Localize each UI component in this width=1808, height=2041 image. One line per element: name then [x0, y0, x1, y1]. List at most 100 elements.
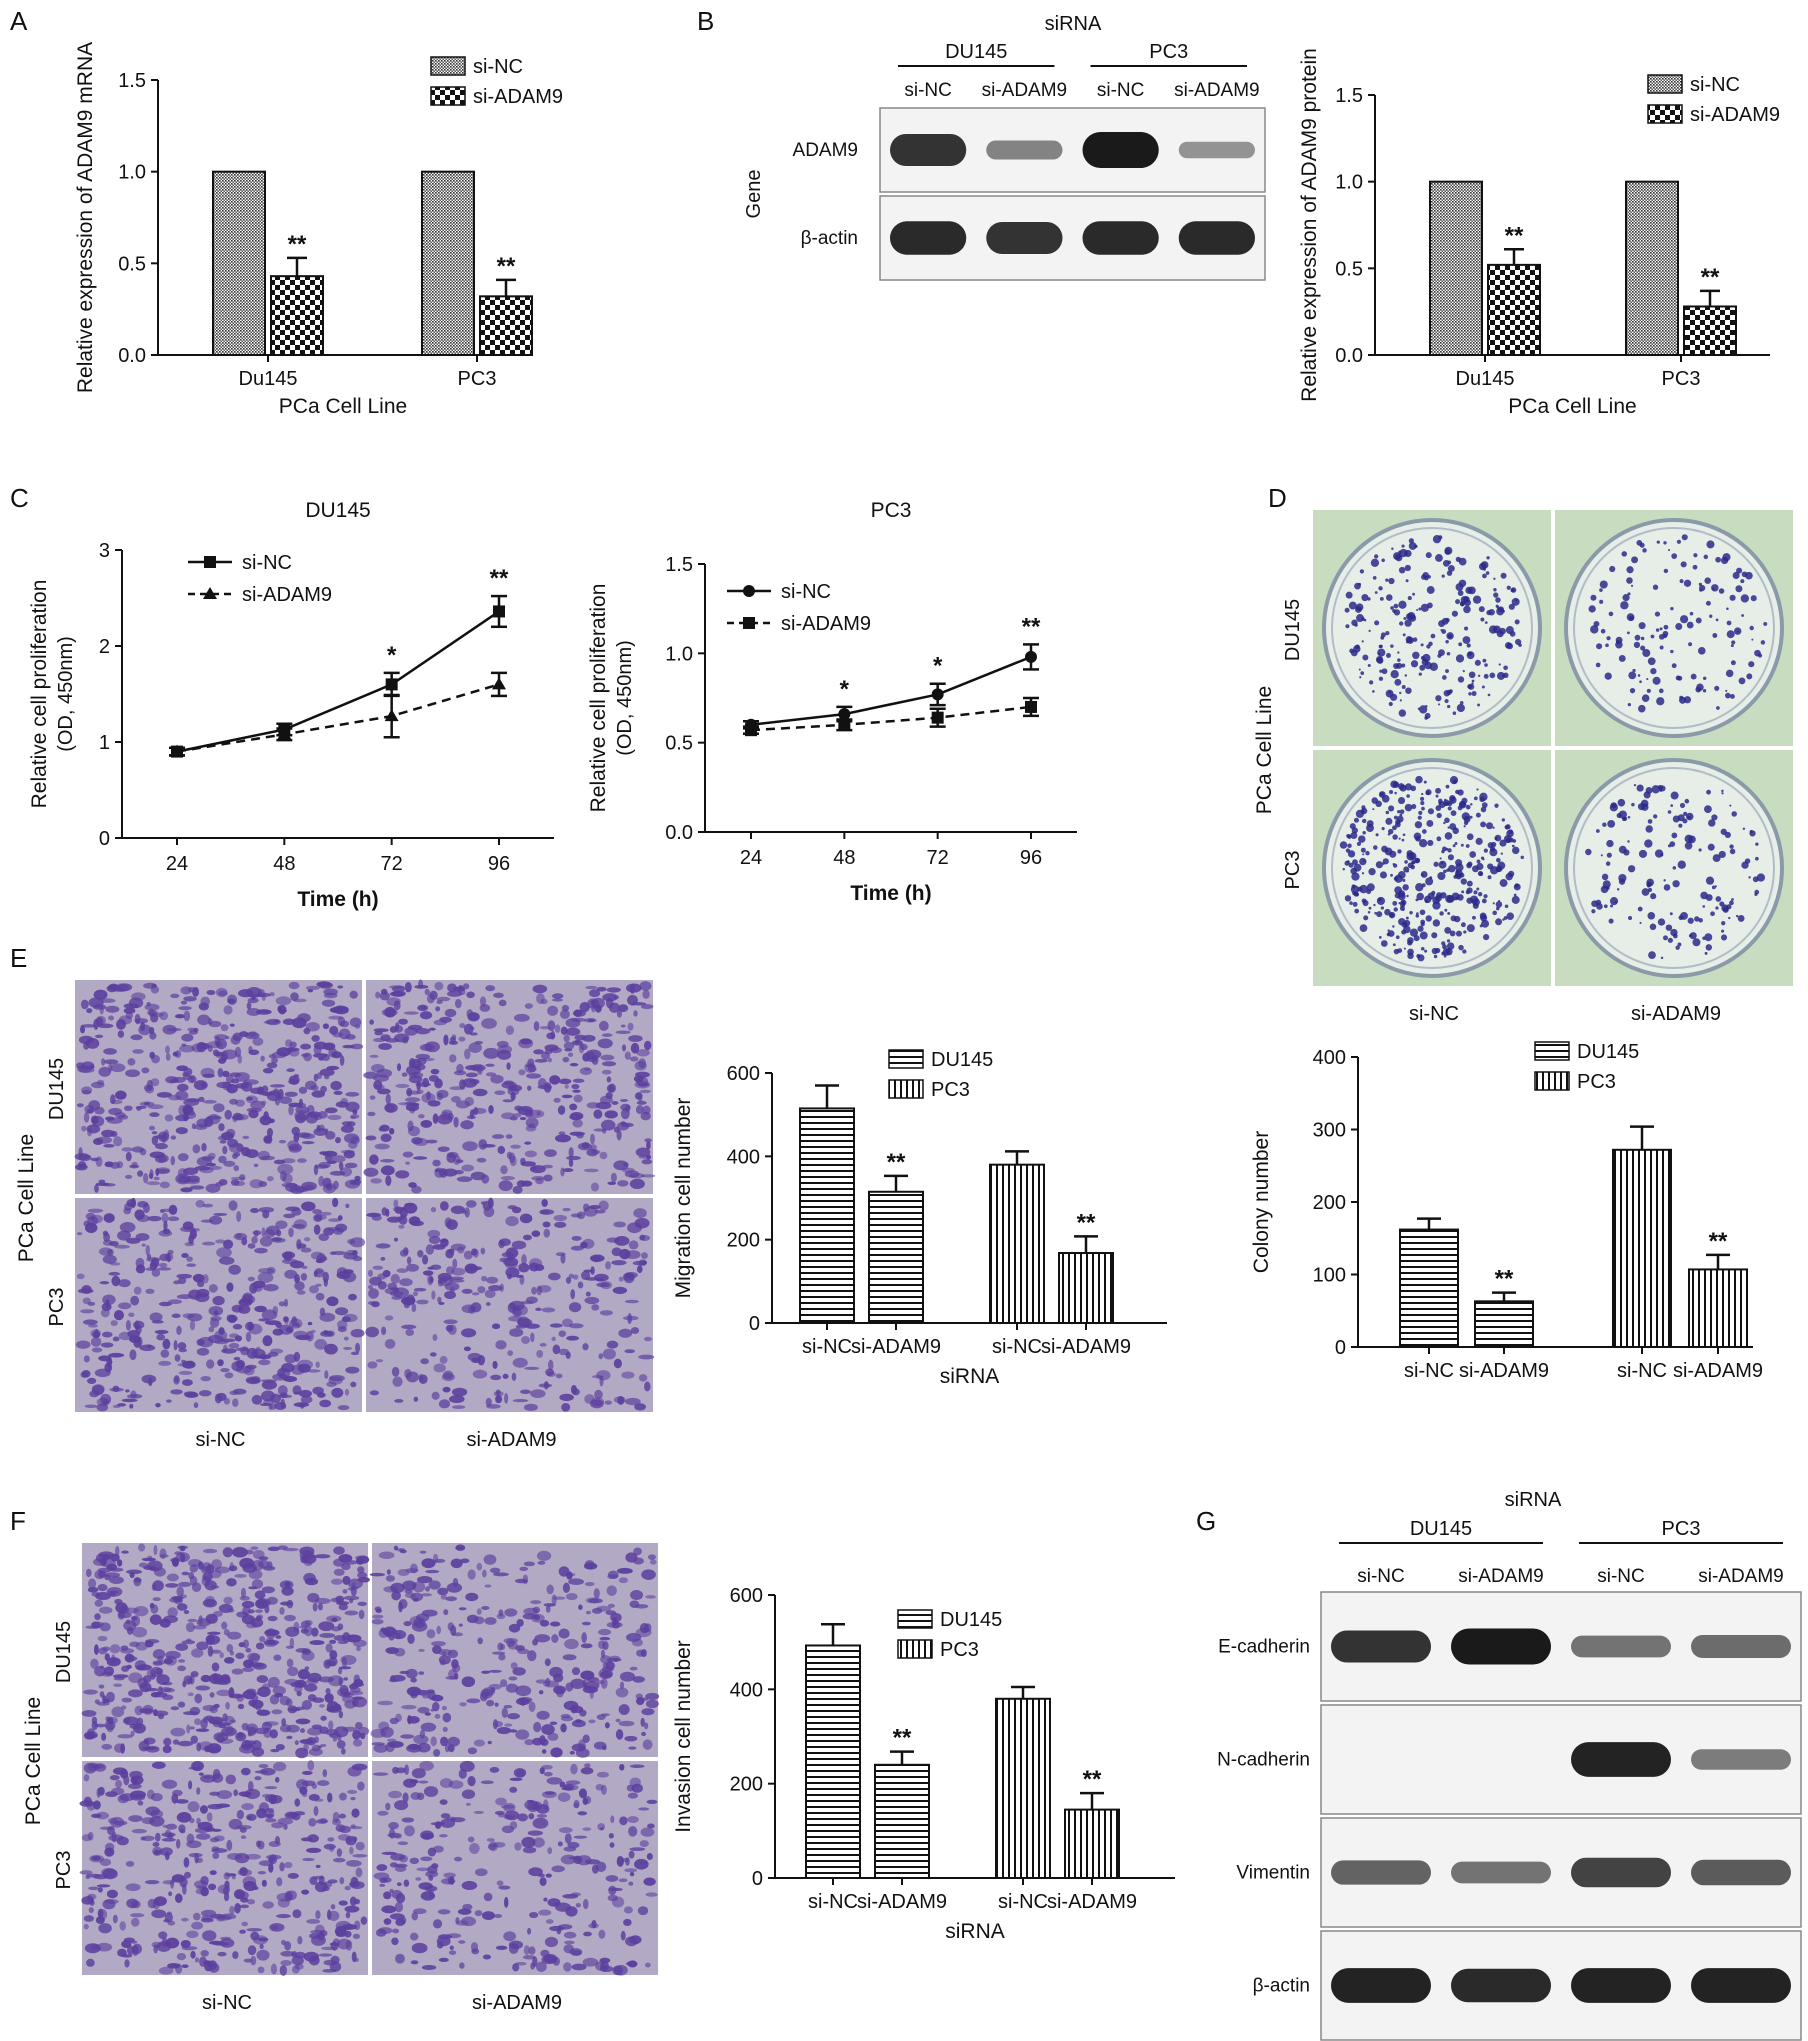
- stained-cell: [438, 1399, 451, 1409]
- stained-cell: [157, 1154, 169, 1163]
- stained-cell: [319, 1399, 332, 1408]
- legend-swatch: [1647, 104, 1683, 124]
- stained-cell: [596, 1282, 610, 1288]
- stained-cell: [410, 1592, 424, 1602]
- stained-cell: [423, 1786, 439, 1797]
- stained-cell: [638, 1807, 650, 1811]
- stained-cell: [218, 1179, 228, 1186]
- colony: [1439, 911, 1444, 916]
- stained-cell: [151, 983, 157, 988]
- stained-cell: [498, 1609, 504, 1617]
- stained-cell: [222, 1145, 228, 1155]
- stained-cell: [279, 1008, 287, 1013]
- stained-cell: [560, 1713, 571, 1719]
- stained-cell: [558, 1330, 567, 1337]
- stained-cell: [505, 1216, 519, 1227]
- colony: [1626, 613, 1635, 622]
- stained-cell: [141, 1067, 150, 1074]
- colony: [1721, 929, 1725, 933]
- stained-cell: [212, 1852, 220, 1860]
- stained-cell: [81, 1285, 92, 1294]
- stained-cell: [101, 1058, 106, 1066]
- colony: [1607, 819, 1616, 828]
- colony: [1425, 877, 1434, 886]
- colony: [1627, 815, 1631, 819]
- stained-cell: [539, 1735, 546, 1745]
- stained-cell: [633, 1208, 647, 1219]
- micro-row-label: DU145: [53, 1621, 75, 1683]
- colony: [1397, 871, 1406, 879]
- colony: [1375, 861, 1384, 869]
- data-point: [493, 605, 505, 618]
- stained-cell: [125, 1069, 140, 1078]
- stained-cell: [324, 1128, 329, 1133]
- stained-cell: [583, 1018, 597, 1023]
- colony: [1604, 672, 1612, 680]
- y-axis-label: Relative cell proliferation: [587, 584, 610, 813]
- stained-cell: [422, 1694, 430, 1699]
- stained-cell: [568, 1323, 584, 1329]
- stained-cell: [345, 1091, 360, 1097]
- stained-cell: [388, 1822, 399, 1830]
- stained-cell: [442, 1726, 448, 1732]
- colony: [1401, 921, 1408, 928]
- colony: [1392, 609, 1396, 613]
- colony: [1466, 862, 1472, 869]
- stained-cell: [589, 1688, 594, 1700]
- stained-cell: [166, 1911, 172, 1915]
- stained-cell: [208, 1020, 222, 1028]
- stained-cell: [265, 1225, 280, 1236]
- stained-cell: [151, 1131, 158, 1135]
- stained-cell: [635, 1105, 644, 1115]
- colony: [1588, 605, 1596, 613]
- stained-cell: [190, 1735, 199, 1744]
- colony: [1720, 556, 1729, 565]
- stained-cell: [237, 1869, 253, 1877]
- stained-cell: [530, 1613, 545, 1623]
- stained-cell: [188, 1558, 202, 1567]
- stained-cell: [331, 1197, 339, 1208]
- colony: [1466, 887, 1473, 894]
- stained-cell: [256, 1949, 270, 1961]
- stained-cell: [419, 1550, 427, 1554]
- stained-cell: [195, 1833, 211, 1840]
- stained-cell: [591, 1304, 600, 1311]
- stained-cell: [524, 1141, 532, 1145]
- stained-cell: [129, 1403, 134, 1409]
- stained-cell: [507, 1087, 520, 1096]
- stained-cell: [337, 1623, 344, 1631]
- stained-cell: [143, 1172, 149, 1184]
- stained-cell: [580, 1767, 594, 1775]
- stained-cell: [117, 1403, 127, 1407]
- stained-cell: [564, 1833, 572, 1844]
- stained-cell: [144, 1879, 160, 1885]
- stained-cell: [392, 1766, 399, 1774]
- stained-cell: [315, 1361, 320, 1368]
- stained-cell: [288, 1707, 301, 1712]
- stained-cell: [367, 1361, 378, 1369]
- dish-rim: [1331, 767, 1533, 969]
- colony: [1447, 634, 1453, 639]
- stained-cell: [230, 1179, 240, 1186]
- stained-cell: [98, 1923, 112, 1934]
- stained-cell: [281, 1586, 294, 1596]
- stained-cell: [170, 1135, 177, 1140]
- stained-cell: [181, 1033, 194, 1042]
- colony: [1520, 855, 1524, 860]
- stained-cell: [437, 1296, 442, 1303]
- stained-cell: [543, 1953, 558, 1963]
- stained-cell: [461, 1880, 478, 1891]
- stained-cell: [333, 1558, 345, 1567]
- colony: [1372, 845, 1378, 850]
- colony: [1459, 601, 1466, 607]
- stained-cell: [572, 1274, 579, 1280]
- stained-cell: [94, 1599, 104, 1607]
- colony: [1618, 655, 1626, 662]
- stained-cell: [392, 1376, 403, 1387]
- stained-cell: [192, 1144, 201, 1154]
- stained-cell: [166, 1573, 179, 1582]
- data-point: [170, 744, 184, 757]
- stained-cell: [216, 1733, 225, 1744]
- stained-cell: [251, 1740, 262, 1751]
- stained-cell: [564, 1784, 579, 1791]
